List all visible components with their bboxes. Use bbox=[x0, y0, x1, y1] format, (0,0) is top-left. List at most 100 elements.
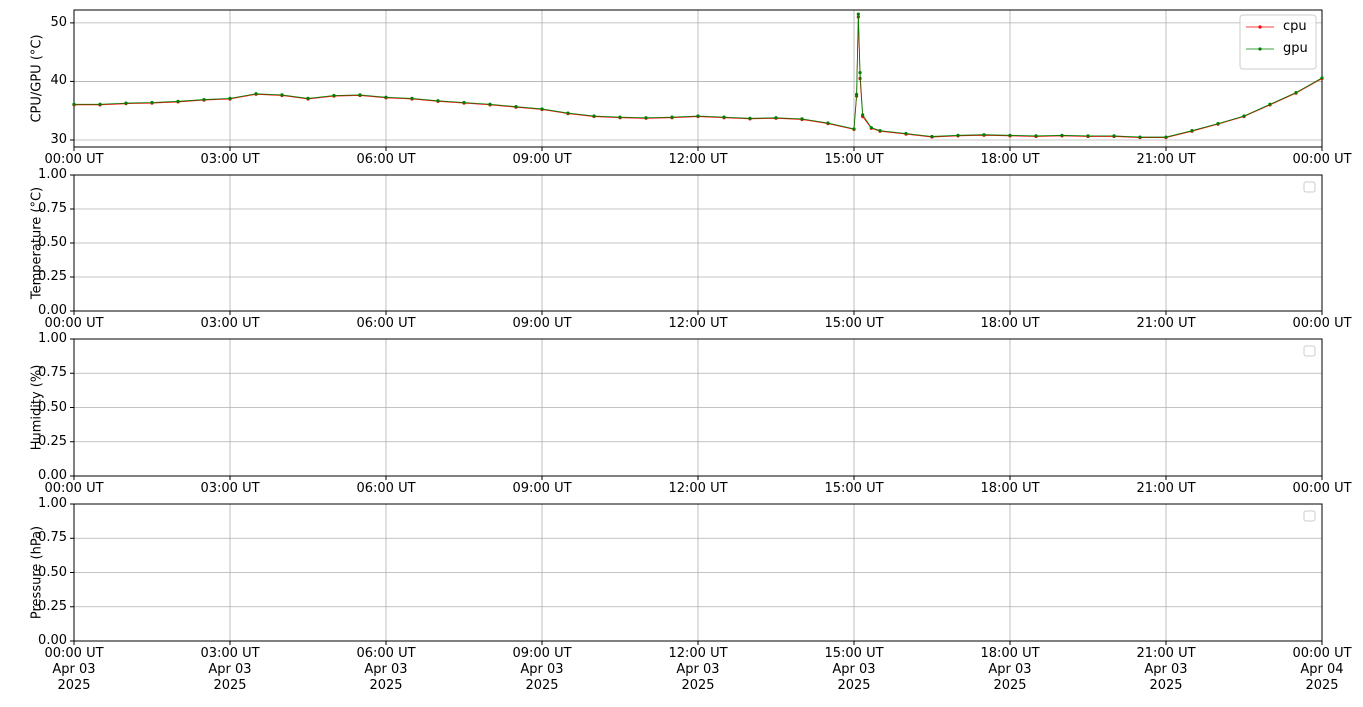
y-tick-label: 0.50 bbox=[38, 399, 67, 415]
data-point bbox=[202, 97, 206, 102]
y-tick-label: 50 bbox=[50, 14, 67, 30]
data-point bbox=[856, 12, 860, 16]
data-point bbox=[855, 92, 859, 96]
y-tick-label: 0.75 bbox=[38, 365, 67, 381]
data-point bbox=[644, 116, 648, 120]
data-point bbox=[254, 92, 258, 96]
data-point bbox=[124, 101, 128, 105]
x-tick-label: 21:00 UT bbox=[1136, 152, 1196, 167]
x-tick-label: 18:00 UT bbox=[980, 316, 1040, 331]
data-point bbox=[1164, 135, 1168, 139]
legend-label: cpu bbox=[1283, 19, 1307, 34]
data-point bbox=[722, 115, 726, 119]
data-point bbox=[436, 99, 440, 103]
data-point bbox=[332, 93, 336, 98]
x-tick-label: 15:00 UT bbox=[824, 152, 884, 167]
data-point bbox=[861, 113, 865, 117]
data-point bbox=[1268, 102, 1272, 106]
data-point bbox=[670, 115, 674, 119]
data-point bbox=[858, 71, 862, 75]
data-point bbox=[1008, 133, 1012, 137]
y-tick-label: 0.75 bbox=[38, 201, 67, 216]
x-tick-label: 06:00 UT bbox=[356, 316, 416, 331]
legend-box bbox=[1303, 181, 1316, 193]
x-tick-label: 15:00 UT bbox=[824, 316, 884, 331]
x-tick-label: 00:00 UT bbox=[1292, 152, 1352, 167]
x-tick-label: 21:00 UT bbox=[1136, 316, 1196, 331]
data-point bbox=[1060, 133, 1064, 137]
x-tick-label: 03:00 UT bbox=[200, 152, 260, 167]
data-point bbox=[176, 99, 180, 103]
x-tick-label: 00:00 UT bbox=[44, 481, 104, 496]
data-point bbox=[800, 117, 804, 121]
data-point bbox=[358, 93, 362, 97]
x-tick-label: 21:00 UT Apr 03 2025 bbox=[1136, 646, 1196, 693]
x-tick-label: 09:00 UT bbox=[512, 316, 572, 331]
y-tick-label: 0.25 bbox=[38, 433, 67, 449]
legend-box bbox=[1239, 14, 1317, 70]
x-tick-label: 06:00 UT bbox=[356, 152, 416, 167]
data-point bbox=[1086, 134, 1090, 138]
data-point bbox=[852, 127, 856, 131]
data-point bbox=[869, 126, 873, 130]
legend-box bbox=[1303, 345, 1316, 357]
data-point bbox=[982, 133, 986, 137]
data-point bbox=[1320, 76, 1324, 80]
data-point bbox=[1190, 129, 1194, 133]
x-tick-label: 09:00 UT Apr 03 2025 bbox=[512, 646, 572, 693]
x-tick-label: 18:00 UT bbox=[980, 152, 1040, 167]
y-axis-label: CPU/GPU (°C) bbox=[30, 34, 45, 122]
plot-frame bbox=[73, 174, 1323, 312]
data-point bbox=[956, 133, 960, 137]
x-tick-label: 09:00 UT bbox=[512, 481, 572, 496]
data-point bbox=[488, 102, 492, 106]
data-point bbox=[150, 100, 154, 105]
x-tick-label: 00:00 UT bbox=[1292, 316, 1352, 331]
data-point bbox=[462, 100, 466, 105]
data-point bbox=[1242, 114, 1246, 118]
data-point bbox=[98, 102, 102, 106]
data-point bbox=[592, 114, 596, 118]
legend-box bbox=[1303, 510, 1316, 522]
data-point bbox=[826, 121, 830, 125]
y-tick-label: 0.00 bbox=[38, 468, 67, 483]
legend-marker bbox=[1258, 47, 1262, 51]
x-tick-label: 18:00 UT Apr 03 2025 bbox=[980, 646, 1040, 693]
x-tick-label: 15:00 UT bbox=[824, 481, 884, 496]
data-point bbox=[410, 96, 414, 101]
y-tick-label: 0.00 bbox=[38, 633, 67, 648]
data-point bbox=[72, 102, 76, 106]
y-tick-label: 0.00 bbox=[38, 303, 67, 318]
y-tick-label: 1.00 bbox=[38, 496, 67, 511]
x-tick-label: 12:00 UT bbox=[668, 152, 728, 167]
series-line bbox=[74, 17, 1322, 139]
data-point bbox=[280, 93, 284, 97]
x-tick-label: 06:00 UT bbox=[356, 481, 416, 496]
x-tick-label: 21:00 UT bbox=[1136, 481, 1196, 496]
y-tick-label: 40 bbox=[50, 73, 67, 89]
data-point bbox=[930, 134, 934, 139]
data-point bbox=[1112, 134, 1116, 138]
x-tick-label: 00:00 UT bbox=[44, 152, 104, 167]
x-tick-label: 00:00 UT Apr 03 2025 bbox=[44, 646, 104, 693]
y-axis-label: Humidity (%) bbox=[30, 365, 45, 451]
legend-label: gpu bbox=[1283, 41, 1308, 56]
y-axis-label: Temperature (°C) bbox=[30, 187, 45, 300]
plot-frame bbox=[73, 338, 1323, 477]
y-tick-label: 0.25 bbox=[38, 269, 67, 284]
data-point bbox=[748, 116, 752, 120]
series-line bbox=[74, 14, 1322, 138]
plot-frame bbox=[73, 503, 1323, 642]
y-tick-label: 0.50 bbox=[38, 564, 67, 580]
x-tick-label: 18:00 UT bbox=[980, 481, 1040, 496]
y-tick-label: 30 bbox=[50, 131, 67, 147]
data-point bbox=[514, 105, 518, 109]
data-point bbox=[306, 96, 310, 101]
x-tick-label: 00:00 UT Apr 04 2025 bbox=[1292, 646, 1352, 693]
y-axis-label: Pressure (hPa) bbox=[30, 526, 45, 619]
data-point bbox=[1294, 90, 1298, 95]
x-tick-label: 12:00 UT Apr 03 2025 bbox=[668, 646, 728, 693]
data-point bbox=[696, 114, 700, 118]
data-point bbox=[904, 131, 908, 136]
